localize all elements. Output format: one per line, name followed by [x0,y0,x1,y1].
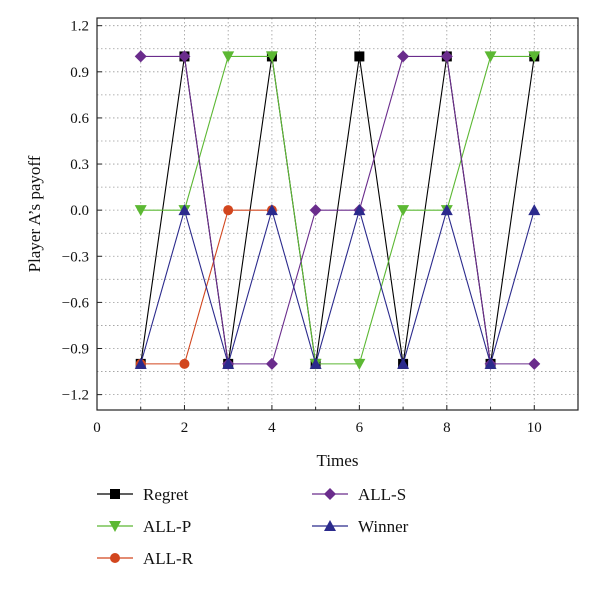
data-point-winner [440,204,453,216]
data-point-all-s [178,50,191,63]
legend-marker [109,521,121,532]
x-tick-label: 2 [181,420,189,436]
y-tick-label: −0.3 [62,249,89,265]
legend-label: Winner [358,517,409,536]
data-point-all-s [265,357,278,370]
data-point-all-p [265,51,278,63]
legend-label: ALL-P [143,517,191,536]
series-layer [134,50,541,370]
data-point-all-s [440,50,453,63]
series-line-all-p [140,55,535,365]
data-point-winner [528,204,541,216]
data-point-winner [134,357,147,369]
data-point-winner [178,204,191,216]
x-axis-title: Times [317,451,359,470]
y-tick-label: −0.9 [62,342,89,358]
data-point-all-p [134,205,147,217]
legend-label: ALL-R [143,549,194,568]
data-point-winner [484,357,497,369]
data-point-winner [222,357,235,369]
legend-item-all-s: ALL-S [312,485,406,504]
data-point-all-r [179,358,190,369]
series-all-s [134,50,541,370]
legend-item-all-r: ALL-R [97,549,194,568]
x-tick-label: 10 [527,420,542,436]
data-point-all-p [528,51,541,63]
data-point-winner [397,357,410,369]
y-axis-title: Player A’s payoff [25,155,44,272]
legend-label: ALL-S [358,485,406,504]
ticks: 0 2 4 6 8 10 −1.2 −0.9 −0.6 −0.3 0.0 0.3 0.6 0.9 1.2 [62,19,542,436]
legend-item-winner: Winner [312,517,409,536]
legend-item-regret: Regret [97,485,189,504]
data-point-all-s [309,204,322,217]
series-line-all-s [140,55,535,365]
data-point-winner [309,357,322,369]
data-point-winner [265,204,278,216]
data-point-winner [353,204,366,216]
data-point-all-s [134,50,147,63]
legend-item-all-p: ALL-P [97,517,191,536]
data-point-all-s [528,357,541,370]
y-tick-label: 1.2 [70,19,89,35]
x-tick-label: 4 [268,420,276,436]
data-point-regret [354,51,365,62]
legend-marker [110,553,120,563]
data-point-all-p [353,358,366,370]
y-tick-label: 0.3 [70,157,89,173]
legend: Regret ALL-P ALL-R ALL-S Winner [97,485,409,568]
data-point-all-p [222,51,235,63]
series-winner [134,204,541,369]
legend-label: Regret [143,485,189,504]
y-tick-label: 0.9 [70,65,89,81]
x-tick-label: 8 [443,420,451,436]
y-tick-label: 0.6 [70,111,89,127]
data-point-all-s [397,50,410,63]
x-tick-label: 0 [93,420,101,436]
y-tick-label: −0.6 [62,295,90,311]
data-point-all-p [397,205,410,217]
legend-marker [110,489,120,499]
series-line-winner [140,208,535,366]
y-tick-label: 0.0 [70,203,89,219]
legend-marker [324,488,336,500]
x-tick-label: 6 [356,420,364,436]
plot-frame [96,17,579,411]
legend-marker [324,520,336,531]
y-tick-label: −1.2 [62,388,89,404]
data-point-all-p [484,51,497,63]
data-point-all-r [223,205,234,216]
